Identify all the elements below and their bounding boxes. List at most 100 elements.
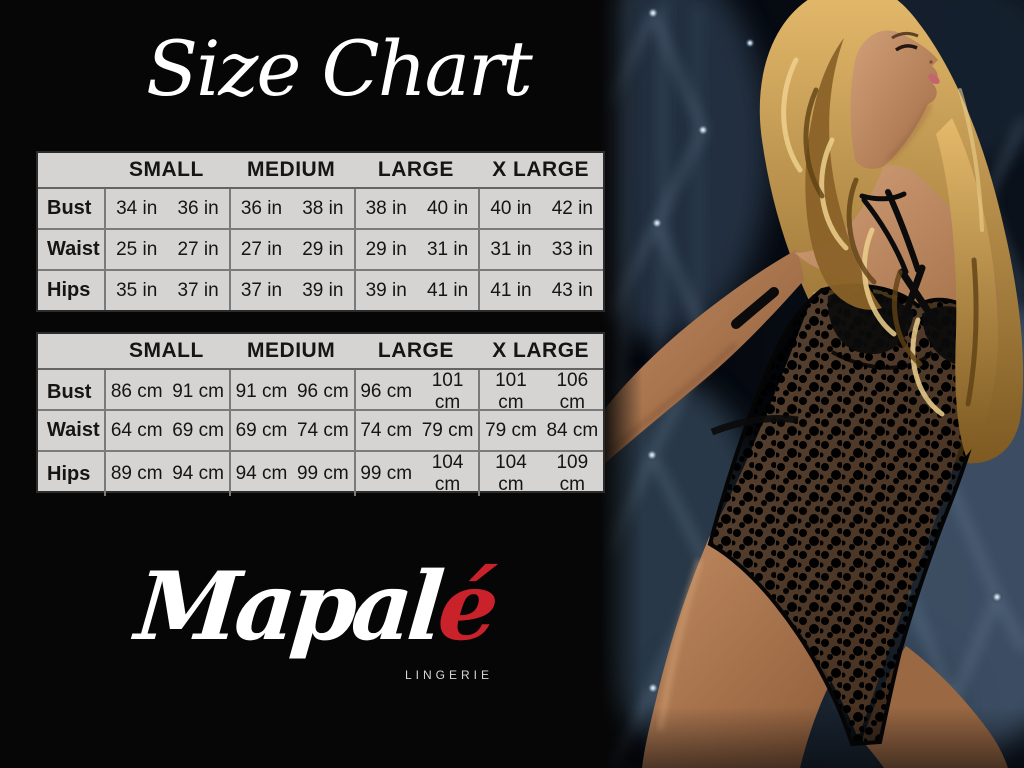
measurement-value: 79 cm <box>485 419 537 441</box>
measurement-value: 84 cm <box>546 419 599 441</box>
measurement-value: 96 cm <box>296 381 349 402</box>
measurement-value: 39 in <box>365 279 407 301</box>
measurement-value: 40 in <box>490 197 532 219</box>
brand-wordmark: Mapalé <box>132 552 561 662</box>
measurement-label: Bust <box>47 197 92 219</box>
measurement-cell: 69 cm 74 cm <box>228 411 354 450</box>
measurement-value: 38 in <box>302 197 344 219</box>
size-column-header: SMALL <box>128 158 204 181</box>
measurement-value: 86 cm <box>110 381 163 402</box>
measurement-cell: 89 cm 94 cm <box>104 452 229 496</box>
measurement-cell: 99 cm 104 cm <box>353 452 479 496</box>
measurement-value: 89 cm <box>110 463 163 484</box>
measurement-value: 36 in <box>177 197 219 219</box>
measurement-value: 91 cm <box>172 381 224 402</box>
measurement-value: 99 cm <box>360 463 413 484</box>
size-table-centimeters: SMALL MEDIUM LARGE X LARGE Bust 86 cm 91 cm 91… <box>36 332 605 496</box>
measurement-value: 79 cm <box>421 419 474 441</box>
measurement-value: 37 in <box>240 279 283 301</box>
model-photo-art <box>600 0 1024 768</box>
measurement-row: Hips 35 in 37 in 37 in 39 in 39 in 41 in 41 in 4… <box>38 269 603 310</box>
measurement-cell: 31 in 33 in <box>478 230 603 269</box>
measurement-row: Waist 64 cm 69 cm 69 cm 74 cm 74 cm 79 cm 79 cm… <box>38 409 603 450</box>
measurement-cell: 34 in 36 in <box>104 189 229 228</box>
measurement-label: Hips <box>47 462 91 485</box>
measurement-value: 101 cm <box>495 370 527 413</box>
measurement-cell: 27 in 29 in <box>228 230 354 269</box>
measurement-value: 27 in <box>240 238 283 260</box>
measurement-cell: 37 in 39 in <box>228 271 354 310</box>
measurement-value: 41 in <box>490 279 532 301</box>
measurement-value: 96 cm <box>360 381 413 402</box>
measurement-label: Hips <box>47 279 91 301</box>
measurement-label: Bust <box>47 380 92 403</box>
measurement-cell: 38 in 40 in <box>353 189 479 228</box>
table-header-row: SMALL MEDIUM LARGE X LARGE <box>38 334 603 370</box>
measurement-value: 29 in <box>365 238 407 260</box>
measurement-value: 31 in <box>490 238 532 260</box>
measurement-value: 104 cm <box>431 452 464 495</box>
measurement-value: 40 in <box>426 197 469 219</box>
measurement-value: 38 in <box>365 197 407 219</box>
measurement-value: 37 in <box>177 279 219 301</box>
measurement-value: 64 cm <box>110 419 163 441</box>
model-face <box>850 30 940 169</box>
size-column-header: X LARGE <box>492 339 590 362</box>
measurement-value: 39 in <box>302 279 344 301</box>
size-column-header: MEDIUM <box>247 158 336 181</box>
measurement-value: 74 cm <box>296 419 349 441</box>
halter-straps <box>731 189 942 334</box>
measurement-value: 41 in <box>426 279 469 301</box>
measurement-value: 106 cm <box>556 370 589 413</box>
measurement-cell: 79 cm 84 cm <box>478 411 603 450</box>
measurement-value: 43 in <box>551 279 593 301</box>
measurement-cell: 94 cm 99 cm <box>228 452 354 496</box>
measurement-cell: 74 cm 79 cm <box>353 411 479 450</box>
measurement-value: 101 cm <box>431 370 464 413</box>
model-hair-front <box>781 38 998 456</box>
measurement-value: 91 cm <box>235 381 288 402</box>
measurement-cell: 104 cm 109 cm <box>478 452 603 496</box>
measurement-row: Hips 89 cm 94 cm 94 cm 99 cm 99 cm 104 cm 104 c… <box>38 450 603 496</box>
brand-tagline: LINGERIE <box>405 668 494 682</box>
measurement-value: 94 cm <box>235 463 288 484</box>
measurement-value: 99 cm <box>296 463 349 484</box>
measurement-value: 109 cm <box>556 452 589 495</box>
measurement-value: 27 in <box>177 238 219 260</box>
measurement-value: 33 in <box>551 238 593 260</box>
model-photo <box>600 0 1024 768</box>
brand-accent-letter: é <box>433 552 499 662</box>
measurement-value: 35 in <box>116 279 158 301</box>
measurement-cell: 35 in 37 in <box>104 271 229 310</box>
measurement-value: 29 in <box>302 238 344 260</box>
measurement-value: 25 in <box>116 238 158 260</box>
page-title: Size Chart <box>146 24 533 113</box>
measurement-value: 69 cm <box>235 419 288 441</box>
measurement-cell: 64 cm 69 cm <box>104 411 229 450</box>
measurement-cell: 86 cm 91 cm <box>104 370 229 414</box>
size-column-header: X LARGE <box>492 158 590 181</box>
size-column-header: LARGE <box>377 158 454 181</box>
measurement-label: Waist <box>47 419 100 441</box>
measurement-value: 94 cm <box>172 463 224 484</box>
measurement-cell: 101 cm 106 cm <box>478 370 603 414</box>
size-column-header: LARGE <box>377 339 454 362</box>
measurement-row: Waist 25 in 27 in 27 in 29 in 29 in 31 in 31 in… <box>38 228 603 269</box>
measurement-value: 42 in <box>551 197 593 219</box>
measurement-row: Bust 86 cm 91 cm 91 cm 96 cm 96 cm 101 cm 101 c… <box>38 370 603 414</box>
measurement-cell: 91 cm 96 cm <box>228 370 354 414</box>
measurement-value: 31 in <box>426 238 469 260</box>
model-legs <box>642 540 1008 768</box>
measurement-value: 69 cm <box>172 419 224 441</box>
measurement-value: 74 cm <box>360 419 413 441</box>
measurement-cell: 96 cm 101 cm <box>353 370 479 414</box>
brand-logo: Mapalé LINGERIE <box>132 552 552 708</box>
measurement-value: 36 in <box>240 197 283 219</box>
measurement-cell: 40 in 42 in <box>478 189 603 228</box>
measurement-value: 104 cm <box>495 452 527 495</box>
measurement-value: 34 in <box>116 197 158 219</box>
model-figure <box>604 0 1024 768</box>
measurement-label: Waist <box>47 238 100 260</box>
table-header-row: SMALL MEDIUM LARGE X LARGE <box>38 153 603 189</box>
